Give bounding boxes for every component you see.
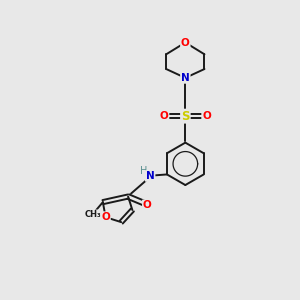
Text: CH₃: CH₃ bbox=[84, 210, 101, 219]
Text: O: O bbox=[101, 212, 110, 222]
Text: S: S bbox=[181, 110, 190, 123]
Text: H: H bbox=[140, 166, 147, 176]
Text: O: O bbox=[202, 111, 211, 121]
Text: O: O bbox=[160, 111, 169, 121]
Text: N: N bbox=[146, 171, 154, 181]
Text: N: N bbox=[181, 73, 190, 83]
Text: O: O bbox=[143, 200, 152, 210]
Text: O: O bbox=[181, 38, 190, 47]
